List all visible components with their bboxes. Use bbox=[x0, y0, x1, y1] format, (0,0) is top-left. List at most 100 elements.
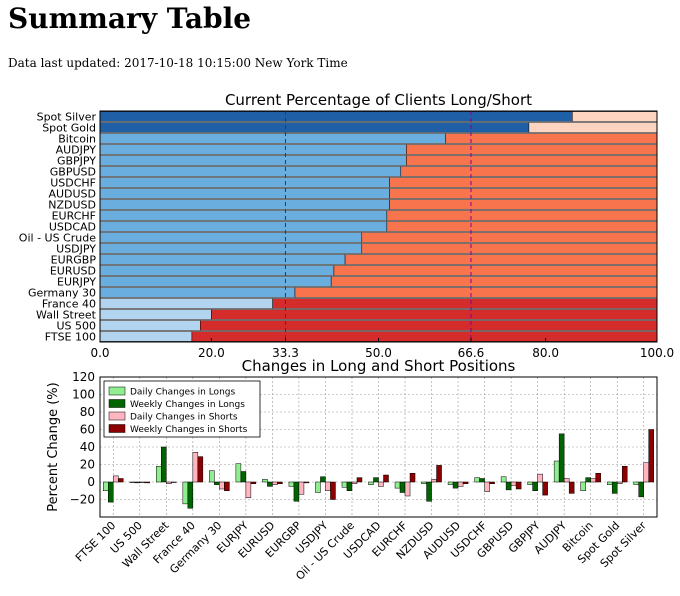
long-bar-spot-gold bbox=[99, 122, 530, 133]
bar-weekly-changes-in-longs-spot-silver bbox=[638, 481, 644, 498]
bar-daily-changes-in-shorts-us-500 bbox=[139, 481, 146, 483]
long-bar-eurjpy bbox=[99, 276, 332, 287]
long-bar-us-500 bbox=[99, 320, 201, 331]
chart-title-changes: Changes in Long and Short Positions bbox=[242, 357, 516, 375]
bar-daily-changes-in-longs-gbpusd bbox=[500, 476, 507, 483]
bar-weekly-changes-in-longs-usdcad bbox=[373, 477, 379, 483]
bar-daily-changes-in-longs-usdchf bbox=[474, 477, 480, 483]
category-label-germany-30: Germany 30 bbox=[28, 287, 96, 300]
bar-weekly-changes-in-longs-germany-30 bbox=[214, 481, 220, 485]
bar-daily-changes-in-longs-germany-30 bbox=[209, 470, 215, 483]
category-label-ftse-100: FTSE 100 bbox=[45, 331, 96, 344]
bar-weekly-changes-in-longs-bitcoin bbox=[585, 477, 591, 483]
bar-weekly-changes-in-shorts-usdcad bbox=[383, 474, 389, 483]
bar-weekly-changes-in-shorts-gbpusd bbox=[515, 481, 522, 490]
y-tick-label-60: 60 bbox=[80, 423, 95, 437]
chart-title-positioning: Current Percentage of Clients Long/Short bbox=[225, 91, 532, 109]
y-tick-label-minus-20: −20 bbox=[70, 493, 95, 507]
bar-daily-changes-in-shorts-wall-street bbox=[166, 481, 172, 484]
category-label-eurchf: EURCHF bbox=[52, 210, 96, 223]
bar-weekly-changes-in-shorts-oil-us-crude bbox=[356, 477, 363, 483]
short-bar-us-500 bbox=[200, 320, 658, 331]
bar-weekly-changes-in-longs-audjpy bbox=[558, 433, 565, 483]
y-tick-label-40: 40 bbox=[80, 440, 95, 454]
bar-daily-changes-in-shorts-spot-silver bbox=[643, 462, 649, 483]
bar-weekly-changes-in-shorts-france-40 bbox=[197, 456, 204, 483]
bar-weekly-changes-in-shorts-audusd bbox=[462, 481, 469, 484]
bar-daily-changes-in-shorts-ftse-100 bbox=[113, 475, 119, 483]
legend-swatch-daily-changes-in-shorts bbox=[108, 411, 126, 421]
y-tick-label-100: 100 bbox=[72, 388, 95, 402]
bar-weekly-changes-in-longs-ftse-100 bbox=[108, 481, 114, 503]
bar-daily-changes-in-shorts-eurgbp bbox=[298, 481, 305, 495]
category-label-usdcad: USDCAD bbox=[49, 221, 96, 234]
bar-weekly-changes-in-shorts-bitcoin bbox=[595, 473, 601, 483]
category-label-oil-us-crude: Oil - US Crude bbox=[19, 232, 96, 245]
category-label-eurgbp: EURGBP bbox=[51, 254, 97, 267]
bar-daily-changes-in-longs-ftse-100 bbox=[103, 481, 109, 491]
x-tick-label-0-0: 0.0 bbox=[90, 346, 109, 360]
short-bar-usdchf bbox=[389, 177, 658, 188]
bar-daily-changes-in-longs-eurgbp bbox=[288, 481, 295, 487]
short-bar-eurusd bbox=[333, 265, 658, 276]
long-bar-nzdusd bbox=[99, 199, 390, 210]
bar-weekly-changes-in-shorts-usdjpy bbox=[330, 481, 336, 500]
bar-weekly-changes-in-longs-eurgbp bbox=[293, 481, 300, 502]
x-tick-label-80-0: 80.0 bbox=[532, 346, 559, 360]
category-label-us-500: US 500 bbox=[56, 320, 96, 333]
legend-box bbox=[103, 380, 261, 438]
bar-daily-changes-in-longs-oil-us-crude bbox=[341, 481, 348, 488]
bar-daily-changes-in-longs-audusd bbox=[447, 481, 454, 485]
long-bar-gbpjpy bbox=[99, 155, 407, 166]
bar-weekly-changes-in-longs-wall-street bbox=[161, 446, 167, 483]
long-bar-ftse-100 bbox=[99, 331, 193, 342]
category-label-usdchf: USDCHF bbox=[50, 177, 96, 190]
bar-daily-changes-in-longs-france-40 bbox=[182, 481, 189, 505]
bar-daily-changes-in-shorts-france-40 bbox=[192, 452, 199, 483]
x-category-label-ftse-100: FTSE 100 bbox=[73, 519, 118, 564]
long-bar-spot-silver bbox=[99, 111, 573, 122]
long-bar-audjpy bbox=[99, 144, 407, 155]
bar-weekly-changes-in-longs-france-40 bbox=[187, 481, 194, 509]
long-bar-gbpusd bbox=[99, 166, 402, 177]
bar-weekly-changes-in-longs-gbpjpy bbox=[532, 481, 538, 491]
bar-weekly-changes-in-shorts-eurusd bbox=[277, 481, 283, 484]
bar-daily-changes-in-shorts-oil-us-crude bbox=[351, 481, 358, 484]
bar-weekly-changes-in-shorts-wall-street bbox=[171, 481, 177, 483]
bar-daily-changes-in-longs-eurchf bbox=[394, 481, 401, 489]
long-bar-bitcoin bbox=[99, 133, 446, 144]
x-tick-label-100-0: 100.0 bbox=[640, 346, 674, 360]
x-tick-label-33-3: 33.3 bbox=[272, 346, 299, 360]
bar-weekly-changes-in-longs-us-500 bbox=[134, 481, 141, 484]
bar-daily-changes-in-shorts-usdjpy bbox=[325, 481, 331, 491]
bar-daily-changes-in-longs-wall-street bbox=[156, 466, 162, 483]
long-bar-eurusd bbox=[99, 265, 335, 276]
category-label-usdjpy: USDJPY bbox=[56, 243, 96, 256]
short-bar-eurchf bbox=[386, 210, 658, 221]
bar-daily-changes-in-shorts-spot-gold bbox=[616, 481, 623, 484]
y-tick-label-120: 120 bbox=[72, 370, 95, 384]
short-bar-eurgbp bbox=[344, 254, 658, 265]
bar-weekly-changes-in-shorts-germany-30 bbox=[224, 481, 230, 491]
short-bar-usdjpy bbox=[361, 243, 658, 254]
bar-weekly-changes-in-longs-usdjpy bbox=[320, 476, 326, 483]
bar-daily-changes-in-longs-gbpjpy bbox=[527, 481, 533, 485]
bar-weekly-changes-in-shorts-spot-silver bbox=[648, 429, 654, 483]
category-label-bitcoin: Bitcoin bbox=[58, 133, 96, 146]
bar-daily-changes-in-shorts-usdchf bbox=[484, 481, 490, 492]
bar-daily-changes-in-longs-nzdusd bbox=[421, 481, 427, 484]
short-bar-eurjpy bbox=[330, 276, 658, 287]
short-bar-wall-street bbox=[211, 309, 658, 320]
bar-daily-changes-in-longs-us-500 bbox=[129, 481, 136, 483]
bar-weekly-changes-in-shorts-gbpjpy bbox=[542, 481, 548, 496]
bar-daily-changes-in-shorts-eurchf bbox=[404, 481, 411, 497]
bar-weekly-changes-in-shorts-eurjpy bbox=[250, 481, 257, 484]
legend-label-weekly-changes-in-shorts: Weekly Changes in Shorts bbox=[130, 425, 248, 435]
short-bar-gbpjpy bbox=[406, 155, 658, 166]
legend-label-daily-changes-in-shorts: Daily Changes in Shorts bbox=[130, 413, 238, 423]
bar-weekly-changes-in-shorts-usdchf bbox=[489, 481, 495, 484]
category-label-france-40: France 40 bbox=[42, 298, 96, 311]
bar-weekly-changes-in-longs-audusd bbox=[452, 481, 459, 489]
bar-daily-changes-in-longs-spot-silver bbox=[633, 481, 639, 485]
